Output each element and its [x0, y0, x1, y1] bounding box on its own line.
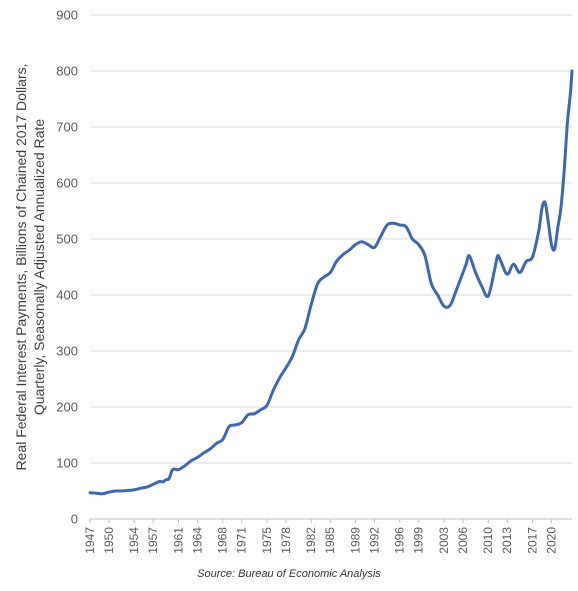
y-tick-label: 100 — [56, 456, 78, 471]
x-tick-label: 1971 — [235, 527, 249, 554]
y-tick-label: 400 — [56, 288, 78, 303]
x-tick-label: 1964 — [190, 527, 204, 554]
x-tick-label: 1968 — [216, 527, 230, 554]
source-note: Source: Bureau of Economic Analysis — [197, 568, 381, 580]
x-tick-label: 1954 — [127, 527, 141, 554]
x-tick-label: 1957 — [146, 527, 160, 554]
x-tick-label: 2017 — [525, 527, 539, 554]
y-tick-label: 200 — [56, 400, 78, 415]
x-tick-label: 1982 — [304, 527, 318, 554]
x-axis — [89, 518, 572, 523]
x-tick-label: 2020 — [544, 527, 558, 554]
x-tick-label: 1978 — [279, 527, 293, 554]
x-tick-label: 1950 — [102, 527, 116, 554]
x-tick-label: 1996 — [393, 527, 407, 554]
y-tick-label: 300 — [56, 344, 78, 359]
x-tick-label: 1961 — [171, 527, 185, 554]
x-tick-label: 2013 — [500, 527, 514, 554]
x-tick-label: 1985 — [323, 527, 337, 554]
x-tick-label: 2006 — [456, 527, 470, 554]
y-tick-label: 500 — [56, 232, 78, 247]
x-tick-label: 1992 — [367, 527, 381, 554]
y-tick-label: 800 — [56, 64, 78, 79]
y-axis-label-line: Real Federal Interest Payments, Billions… — [13, 64, 29, 471]
x-tick-label: 1975 — [260, 527, 274, 554]
x-tick-label: 2003 — [437, 527, 451, 554]
y-tick-label: 900 — [56, 8, 78, 23]
y-tick-label: 0 — [71, 512, 78, 527]
x-tick-label: 1989 — [348, 527, 362, 554]
gridlines — [90, 14, 572, 464]
x-axis-tick-labels: 1947 1950 1954 1957 1961 1964 1968 1971 1975 1978… — [83, 527, 558, 554]
x-tick-label: 1999 — [412, 527, 426, 554]
series-area — [88, 69, 574, 496]
y-axis-label: Real Federal Interest Payments, Billions… — [13, 64, 47, 471]
y-axis-tick-labels: 0 100 200 300 400 500 600 700 800 900 — [56, 8, 78, 527]
y-tick-label: 600 — [56, 176, 78, 191]
x-tick-label: 1947 — [83, 527, 97, 554]
y-tick-label: 700 — [56, 120, 78, 135]
y-axis-label-line: Quarterly, Seasonally Adjusted Annualize… — [31, 119, 47, 415]
series-line — [88, 69, 574, 496]
x-tick-label: 2010 — [481, 527, 495, 554]
